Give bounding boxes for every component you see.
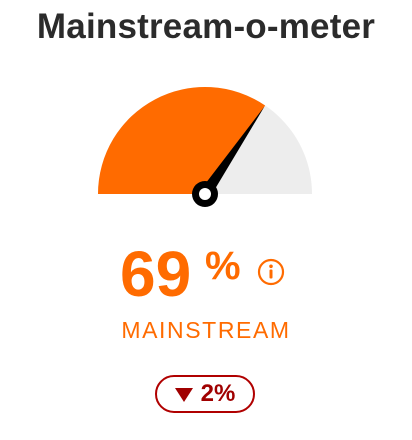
percent-value: 69 (120, 238, 192, 310)
widget-title: Mainstream-o-meter (36, 7, 376, 46)
change-badge: 2% (155, 375, 255, 413)
change-value: 2% (200, 380, 236, 407)
gauge-fill (98, 86, 266, 194)
value-row: 69 % (0, 238, 412, 312)
gauge (98, 86, 312, 207)
triangle-down-icon (174, 388, 193, 402)
percent-sign: % (205, 244, 241, 288)
gauge-hub-center (199, 188, 211, 200)
meter-label: MAINSTREAM (121, 317, 291, 343)
info-icon[interactable] (257, 258, 285, 286)
gauge-needle (200, 106, 265, 198)
